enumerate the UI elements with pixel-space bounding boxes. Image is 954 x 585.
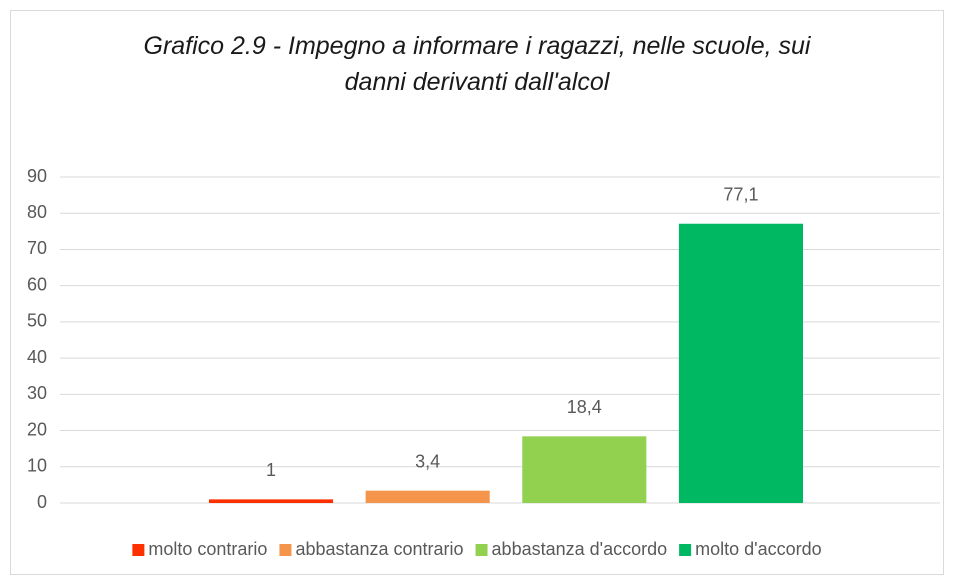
y-tick-label: 70 [27,238,47,258]
y-tick-label: 60 [27,274,47,294]
legend-swatch [132,544,145,556]
y-tick-label: 20 [27,419,47,439]
bar [209,499,334,503]
y-tick-label: 30 [27,383,47,403]
legend-swatch [679,544,692,556]
bar [678,223,803,503]
data-label: 1 [266,460,276,480]
data-label: 18,4 [567,397,602,417]
data-label: 77,1 [723,184,758,204]
bar [365,490,490,503]
legend-label: abbastanza d'accordo [492,539,668,559]
legend-swatch [279,544,292,556]
y-tick-label: 10 [27,456,47,476]
y-tick-label: 0 [37,492,47,512]
legend-label: molto contrario [148,539,267,559]
y-tick-label: 90 [27,166,47,186]
data-label: 3,4 [415,451,440,471]
chart-title: Grafico 2.9 - Impegno a informare i raga… [143,32,811,96]
y-tick-label: 50 [27,311,47,331]
bar [522,436,647,503]
y-tick-label: 40 [27,347,47,367]
legend-label: molto d'accordo [695,539,822,559]
legend-swatch [475,544,488,556]
y-tick-label: 80 [27,202,47,222]
legend-label: abbastanza contrario [295,539,463,559]
